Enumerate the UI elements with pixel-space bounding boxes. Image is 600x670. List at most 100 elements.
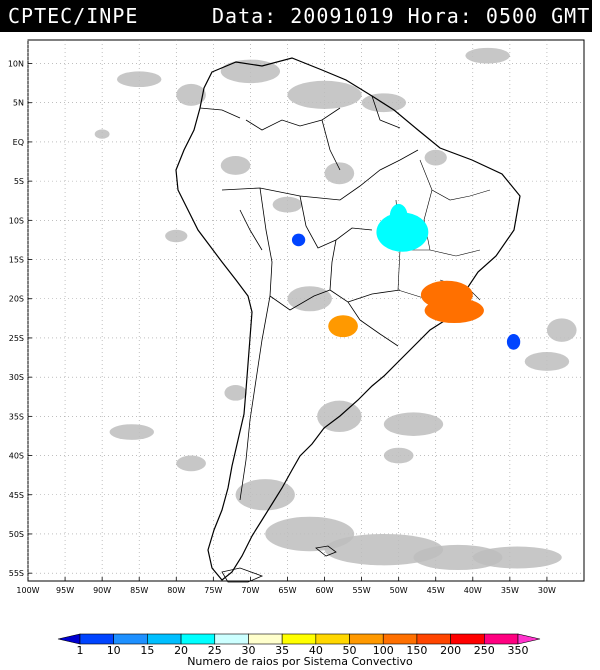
cloud-patch [472,546,562,569]
legend-arrow-right [517,633,541,645]
legend: 1 10 15 20 25 30 35 40 50 100 150 200 250 350 [0,628,600,657]
cloud-patch [546,318,577,342]
legend-label: 350 [508,644,529,656]
cloud-patch [324,162,355,185]
map-gridlines [27,40,584,581]
lon-tick-label: 35W [501,586,519,595]
legend-swatch [315,633,350,645]
country-borders [199,95,419,501]
lat-tick-label: 30S [9,373,24,382]
lon-tick-label: 50W [390,586,408,595]
lon-tick-label: 45W [427,586,445,595]
lat-tick-label: 10N [8,60,24,69]
lightning-system [328,315,358,338]
legend-label: 25 [208,644,222,656]
lon-tick-label: 70W [241,586,259,595]
cloud-patch [235,479,295,511]
legend-swatch [214,633,249,645]
south-america-outline [175,57,521,581]
lat-tick-label: 40S [9,452,24,461]
cloud-patch [383,447,414,464]
lightning-system [389,203,408,229]
legend-label: 10 [107,644,121,656]
lat-tick-label: 35S [9,412,24,421]
falkland-islands [315,545,337,557]
legend-label: 100 [373,644,394,656]
lon-tick-label: 65W [278,586,296,595]
cloud-patch [413,544,503,571]
cloud-patch [383,412,444,436]
cloud-patch [272,196,303,213]
legend-swatch [382,633,418,645]
lat-tick-label: 5N [13,99,24,108]
legend-label: 200 [440,644,461,656]
lat-tick-label: 50S [9,530,24,539]
tierra-del-fuego [221,567,264,583]
cloud-patch [424,149,447,166]
cloud-patch [116,71,162,88]
header-bar: CPTEC/INPE Data: 20091019 Hora: 0500 GMT [0,0,592,32]
continent-outline [175,57,521,583]
longitude-labels: 100W 95W 90W 85W 80W 75W 70W 65W 60W 55W 50W 45W 40W… [16,577,556,595]
org-title: CPTEC/INPE [8,4,139,28]
lon-tick-label: 30W [538,586,556,595]
lat-tick-label: 5S [14,177,24,186]
cloud-patch [224,384,247,401]
lon-tick-label: 75W [204,586,222,595]
lon-tick-label: 55W [353,586,371,595]
lat-tick-label: 55S [9,569,24,578]
legend-label: 15 [140,644,154,656]
lat-tick-label: 15S [9,256,24,265]
cloud-patch [220,156,251,175]
lat-tick-label: 25S [9,334,24,343]
lightning-system [291,233,306,247]
cloud-patch [465,47,510,64]
legend-swatch [248,633,283,645]
legend-swatch [349,633,384,645]
legend-swatch [281,633,317,645]
cloud-patch [176,83,206,106]
legend-swatch [79,633,114,645]
legend-swatch [180,633,216,645]
lon-tick-label: 95W [56,586,74,595]
legend-label: 35 [275,644,289,656]
lat-tick-label: 45S [9,491,24,500]
lat-tick-label: 10S [9,216,24,225]
legend-swatch [147,633,182,645]
lat-tick-label: EQ [13,138,24,147]
lon-tick-label: 90W [93,586,111,595]
legend-swatch [484,633,519,645]
lon-tick-label: 60W [315,586,333,595]
legend-swatch [416,633,451,645]
lightning-system [376,212,429,252]
lon-tick-label: 85W [130,586,148,595]
legend-swatch [113,633,148,645]
legend-label: 20 [174,644,188,656]
legend-label: 40 [309,644,323,656]
lon-tick-label: 100W [16,586,39,595]
lon-tick-label: 80W [167,586,185,595]
cloud-patch [524,352,570,371]
legend-arrow-left [57,633,81,645]
cloud-patch [361,93,407,113]
cloud-patch [165,229,188,243]
lat-tick-label: 20S [9,295,24,304]
lon-tick-label: 40W [464,586,482,595]
datetime-label: Data: 20091019 Hora: 0500 GMT [212,4,591,28]
legend-caption: Numero de raios por Sistema Convectivo [187,655,413,668]
legend-label: 50 [343,644,357,656]
cloud-cover [94,47,577,571]
latitude-labels: 10N 5N EQ 5S 10S 15S 20S 25S 30S 35S 40S 45S 50S 55S [8,60,32,578]
legend-label: 150 [406,644,427,656]
legend-label: 250 [474,644,495,656]
cloud-patch [287,80,362,109]
map-panel: 10N 5N EQ 5S 10S 15S 20S 25S 30S 35S 40S 45S 50S 55S … [0,32,600,632]
lightning-system [424,297,484,324]
lightning-systems [291,203,521,350]
cloud-patch [94,129,110,139]
cloud-patch [176,455,206,472]
legend-label: 1 [77,644,84,656]
cloud-patch [109,424,155,440]
lightning-system [506,334,521,350]
legend-swatch [450,633,485,645]
